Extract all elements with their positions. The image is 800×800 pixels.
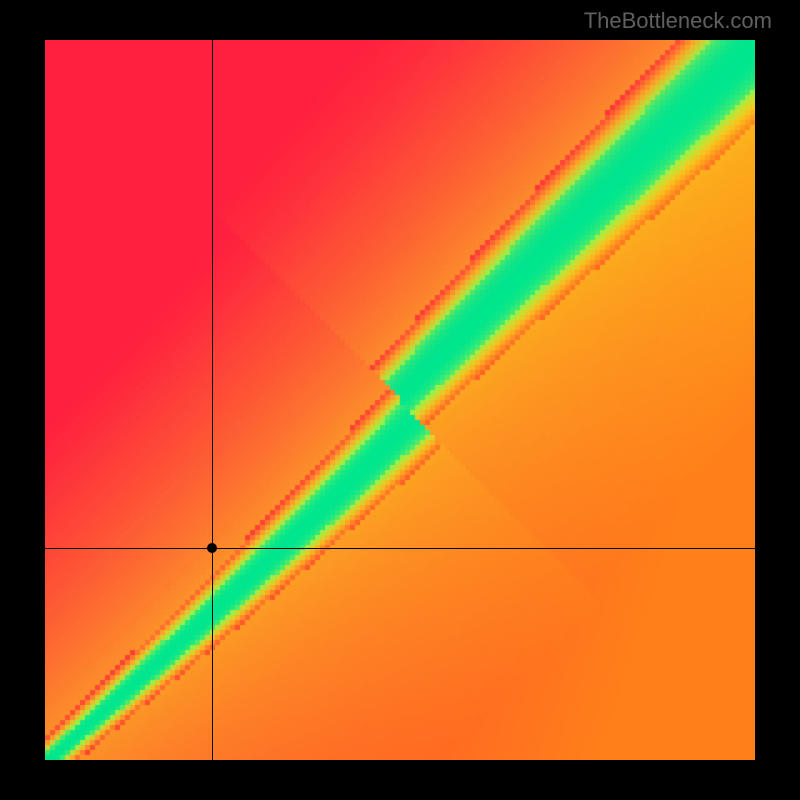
crosshair-horizontal [45, 548, 755, 549]
crosshair-vertical [212, 40, 213, 760]
heatmap-chart [45, 40, 755, 760]
heatmap-canvas [45, 40, 755, 760]
watermark-text: TheBottleneck.com [584, 8, 772, 34]
crosshair-marker-dot [207, 543, 217, 553]
